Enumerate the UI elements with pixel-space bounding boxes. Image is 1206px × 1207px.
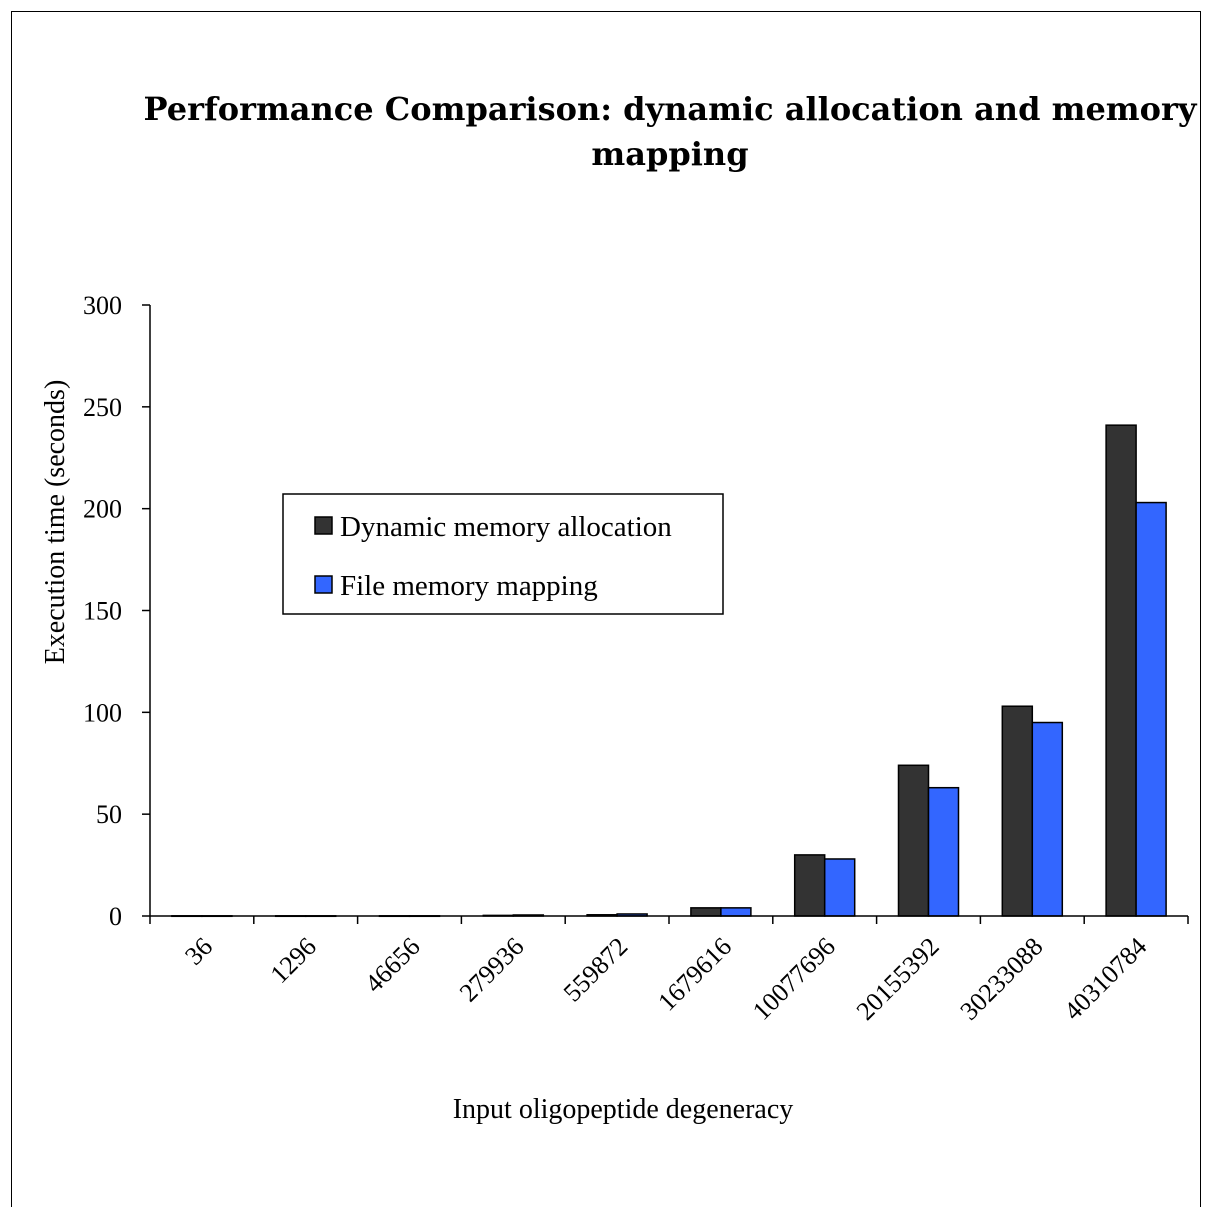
y-tick-label-0: 0 xyxy=(109,902,122,931)
x-tick-label-20155392: 20155392 xyxy=(851,932,945,1026)
legend-label-mapping: File memory mapping xyxy=(340,570,598,602)
bar-dynamic-10077696 xyxy=(793,854,826,917)
y-tick-label-200: 200 xyxy=(83,495,122,524)
x-tick-label-1679616: 1679616 xyxy=(652,932,737,1017)
chart-title-line-2: mapping xyxy=(591,135,748,173)
bar-dynamic-30233088 xyxy=(1001,705,1034,917)
legend-label-dynamic: Dynamic memory allocation xyxy=(340,511,672,543)
x-tick-label-46656: 46656 xyxy=(359,932,425,998)
x-tick-label-279936: 279936 xyxy=(454,932,530,1008)
x-axis-label: Input oligopeptide degeneracy xyxy=(453,1094,794,1125)
x-tick-label-559872: 559872 xyxy=(558,932,634,1008)
legend-box xyxy=(282,493,724,615)
bar-mapping-20155392 xyxy=(927,786,960,917)
legend: Dynamic memory allocation File memory ma… xyxy=(282,493,724,615)
chart-title-line-1: Performance Comparison: dynamic allocati… xyxy=(144,90,1198,128)
legend-swatch-mapping xyxy=(314,575,333,594)
plot-area: 0 50 100 150 200 250 300 36 1296 46656 279936 55987… xyxy=(83,291,1189,1026)
bar-dynamic-20155392 xyxy=(897,764,930,917)
x-tick-label-30233088: 30233088 xyxy=(954,932,1048,1026)
x-tick-label-1296: 1296 xyxy=(265,932,322,989)
y-tick-label-300: 300 xyxy=(83,291,122,320)
bar-mapping-40310784 xyxy=(1135,501,1167,917)
x-tick-label-40310784: 40310784 xyxy=(1058,932,1152,1026)
bar-mapping-10077696 xyxy=(823,858,856,917)
x-tick-label-10077696: 10077696 xyxy=(747,932,841,1026)
x-tick-label-36: 36 xyxy=(179,932,218,971)
bar-dynamic-40310784 xyxy=(1105,424,1137,917)
bar-mapping-1679616 xyxy=(720,907,752,917)
y-tick-label-50: 50 xyxy=(96,800,122,829)
y-tick-label-250: 250 xyxy=(83,393,122,422)
y-tick-label-100: 100 xyxy=(83,698,122,727)
bar-mapping-30233088 xyxy=(1031,721,1064,917)
y-axis-label: Execution time (seconds) xyxy=(40,380,71,665)
y-tick-label-150: 150 xyxy=(83,597,122,626)
legend-swatch-dynamic xyxy=(314,516,333,535)
chart-frame xyxy=(11,11,1201,1207)
bar-dynamic-1679616 xyxy=(690,907,722,917)
